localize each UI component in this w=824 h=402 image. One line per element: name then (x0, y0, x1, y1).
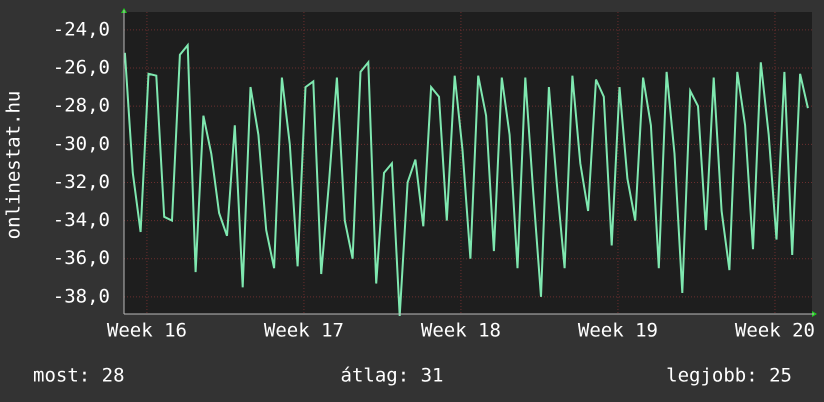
y-axis-label: onlinestat.hu (3, 91, 25, 240)
x-tick-label: Week 17 (264, 320, 344, 342)
data-line (123, 42, 809, 316)
footer-text: most: 28 (33, 365, 125, 387)
footer-text: legjobb: 25 (666, 365, 792, 387)
y-tick-label: -32,0 (53, 171, 110, 193)
x-tick-label: Week 18 (421, 320, 501, 342)
y-tick-label: -34,0 (53, 209, 110, 231)
y-tick-label: -36,0 (53, 247, 110, 269)
axis-arrow (812, 311, 817, 317)
y-tick-label: -26,0 (53, 57, 110, 79)
y-tick-label: -38,0 (53, 285, 110, 307)
y-tick-label: -24,0 (53, 18, 110, 40)
x-tick-label: Week 16 (107, 320, 187, 342)
y-tick-label: -28,0 (53, 95, 110, 117)
plot-area (124, 12, 812, 314)
x-tick-label: Week 19 (578, 320, 658, 342)
y-tick-label: -30,0 (53, 133, 110, 155)
footer-text: átlag: 31 (341, 365, 444, 387)
x-tick-label: Week 20 (735, 320, 815, 342)
